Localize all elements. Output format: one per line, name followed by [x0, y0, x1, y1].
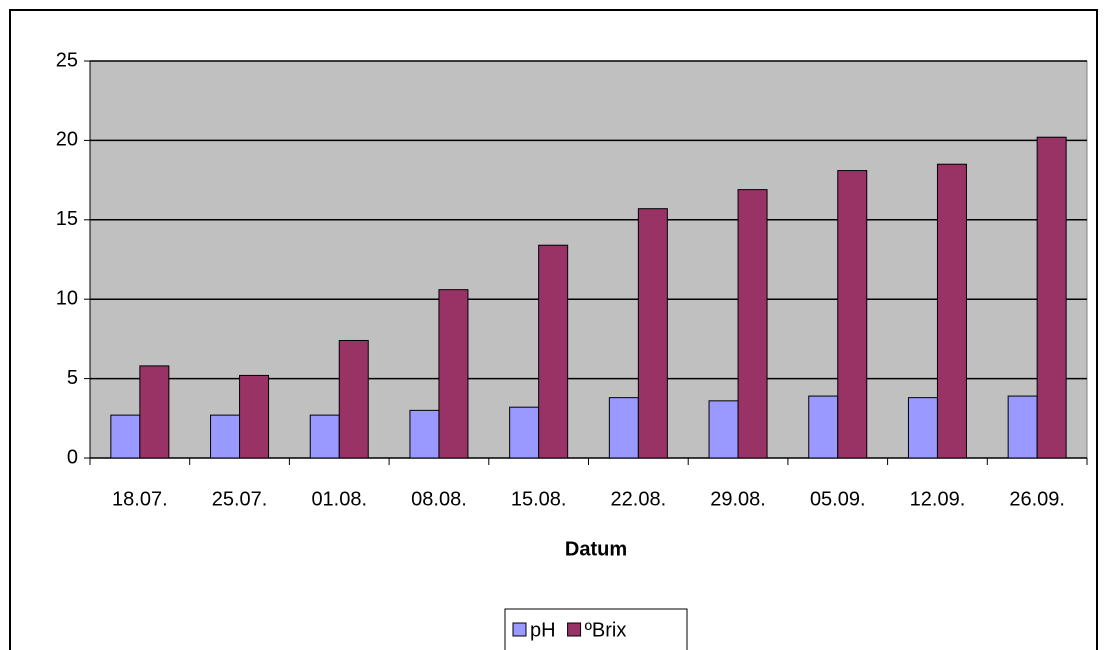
bar	[837, 170, 868, 459]
bar	[808, 395, 839, 459]
bar	[907, 397, 938, 459]
bar	[438, 289, 469, 459]
bar	[1007, 395, 1038, 459]
bar	[309, 414, 340, 459]
x-tick-label: 01.08.	[311, 488, 367, 510]
y-tick-label: 15	[56, 208, 78, 230]
x-tick-label: 08.08.	[411, 488, 467, 510]
legend-swatch	[567, 622, 582, 637]
bar	[538, 244, 569, 459]
legend-label: ºBrix	[585, 619, 627, 641]
x-axis-title: Datum	[565, 538, 627, 560]
bar	[110, 414, 141, 459]
y-tick-label: 10	[56, 287, 78, 309]
bar	[409, 409, 440, 459]
bar	[936, 163, 967, 459]
bar	[708, 400, 739, 459]
bar	[1036, 136, 1067, 459]
bar	[608, 397, 639, 459]
x-tick-label: 26.09.	[1009, 488, 1065, 510]
x-tick-label: 12.09.	[910, 488, 966, 510]
bar	[737, 189, 768, 459]
legend-label: pH	[530, 619, 556, 641]
y-tick-label: 20	[56, 129, 78, 151]
x-tick-label: 05.09.	[810, 488, 866, 510]
x-tick-label: 22.08.	[611, 488, 667, 510]
y-tick-label: 5	[67, 367, 78, 389]
bar	[338, 339, 369, 459]
y-tick-label: 0	[67, 446, 78, 468]
bar	[637, 208, 668, 459]
bar	[239, 374, 270, 459]
x-tick-label: 18.07.	[112, 488, 168, 510]
y-tick-label: 25	[56, 49, 78, 71]
x-tick-label: 25.07.	[212, 488, 268, 510]
bar	[139, 365, 170, 459]
x-tick-label: 29.08.	[710, 488, 766, 510]
x-tick-label: 15.08.	[511, 488, 567, 510]
bar	[509, 406, 540, 459]
legend-box	[504, 608, 688, 650]
bar	[210, 414, 241, 459]
legend-swatch	[512, 622, 527, 637]
